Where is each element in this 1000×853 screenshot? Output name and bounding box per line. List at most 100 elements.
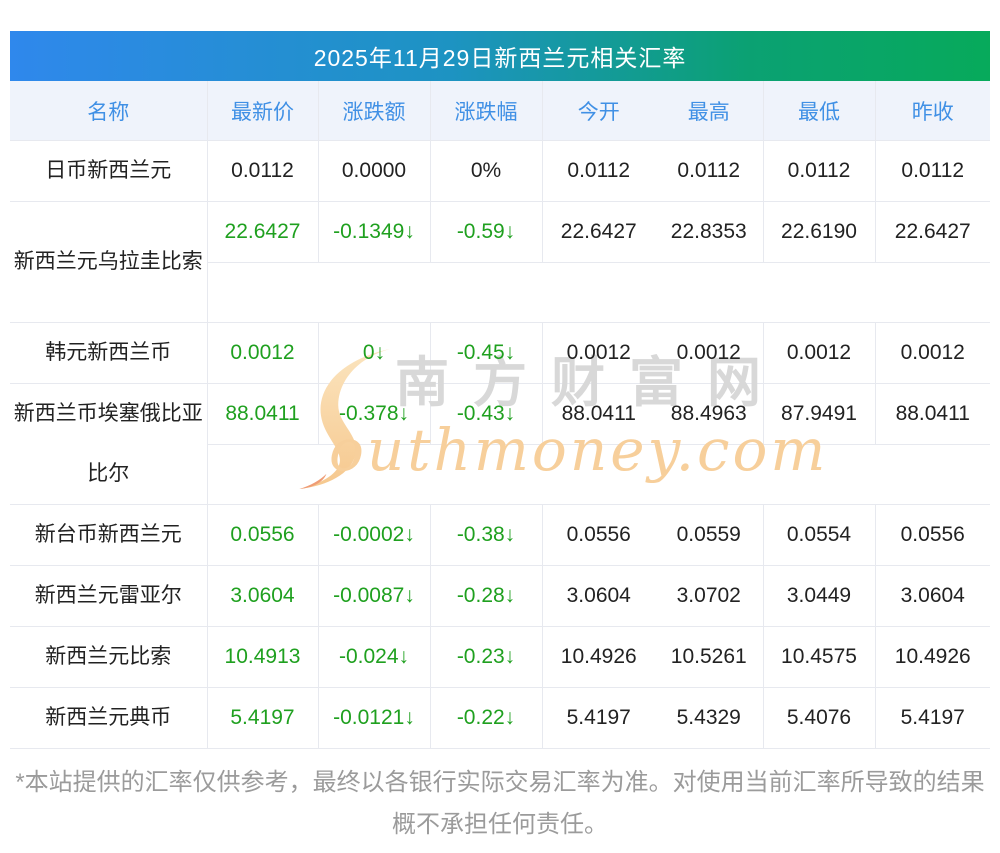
open-value: 5.4197 (566, 706, 631, 729)
low-cell: 3.0449 (763, 565, 876, 627)
high-value: 88.4963 (670, 402, 747, 425)
low-cell: 5.4076 (763, 687, 876, 749)
low-cell: 10.4575 (763, 626, 876, 688)
change-amount-cell: 0.0000 (318, 140, 431, 202)
latest-price-value: 0.0112 (231, 159, 294, 182)
change-amount-cell: -0.024↓ (318, 626, 431, 688)
latest-price-value: 0.0556 (230, 523, 295, 546)
currency-pair-cell: 韩元新西兰币 (10, 322, 208, 384)
high-cell: 0.0559 (655, 504, 764, 566)
currency-pair-name: 新西兰币埃塞俄比亚比尔 (13, 402, 203, 485)
table-row: 新台币新西兰元 0.0556 -0.0002↓ -0.38↓ 0.0556 0.0559 0… (10, 504, 990, 566)
change-percent-value: -0.28↓ (456, 584, 516, 607)
currency-pair-name: 新西兰元典币 (45, 706, 172, 729)
change-percent-value: 0% (470, 159, 502, 182)
latest-price-cell: 0.0112 (207, 140, 319, 202)
prev-close-value: 22.6427 (894, 220, 971, 243)
latest-price-cell: 88.0411 (207, 383, 319, 445)
prev-close-cell: 5.4197 (875, 687, 990, 749)
high-value: 5.4329 (676, 706, 741, 729)
low-value: 10.4575 (781, 645, 857, 668)
latest-price-value: 3.0604 (230, 584, 295, 607)
currency-pair-cell: 日币新西兰元 (10, 140, 208, 202)
change-percent-cell: -0.43↓ (430, 383, 543, 445)
open-value: 88.0411 (561, 402, 636, 425)
change-percent-cell: -0.22↓ (430, 687, 543, 749)
open-value: 0.0012 (566, 341, 631, 364)
column-header-prev-close: 昨收 (875, 81, 990, 141)
prev-close-value: 0.0012 (900, 341, 965, 364)
prev-close-value: 0.0556 (900, 523, 965, 546)
currency-pair-cell: 新西兰元典币 (10, 687, 208, 749)
column-header-open: 今开 (542, 81, 655, 141)
latest-price-cell: 0.0012 (207, 322, 319, 384)
high-value: 0.0012 (676, 341, 741, 364)
low-value: 5.4076 (786, 706, 852, 729)
high-cell: 88.4963 (655, 383, 764, 445)
column-header-label: 最新价 (231, 100, 294, 124)
prev-close-value: 0.0112 (901, 159, 965, 182)
column-header-change-percent: 涨跌幅 (430, 81, 543, 141)
column-header-change-amount: 涨跌额 (318, 81, 431, 141)
latest-price-cell: 10.4913 (207, 626, 319, 688)
high-cell: 3.0702 (655, 565, 764, 627)
currency-pair-cell: 新西兰币埃塞俄比亚比尔 (10, 383, 208, 505)
prev-close-cell: 3.0604 (875, 565, 990, 627)
change-percent-value: -0.45↓ (456, 341, 516, 364)
change-percent-cell: 0% (430, 140, 543, 202)
change-amount-value: -0.1349↓ (333, 220, 415, 243)
table-header-row: 名称 最新价 涨跌额 涨跌幅 今开 最高 最低 昨收 (10, 81, 990, 141)
currency-pair-name: 新台币新西兰元 (34, 523, 182, 546)
low-value: 22.6190 (781, 220, 857, 243)
change-amount-value: -0.0087↓ (333, 584, 415, 607)
currency-pair-name: 韩元新西兰币 (45, 341, 172, 364)
high-value: 0.0112 (677, 159, 741, 182)
change-percent-cell: -0.38↓ (430, 504, 543, 566)
prev-close-value: 88.0411 (895, 402, 970, 425)
change-amount-value: 0↓ (362, 341, 386, 364)
low-cell: 0.0112 (763, 140, 876, 202)
change-amount-cell: 0↓ (318, 322, 431, 384)
column-header-label: 最低 (798, 100, 840, 124)
change-percent-cell: -0.28↓ (430, 565, 543, 627)
low-cell: 0.0554 (763, 504, 876, 566)
open-value: 0.0556 (566, 523, 631, 546)
name-overflow-row (10, 262, 990, 323)
latest-price-value: 22.6427 (224, 220, 301, 243)
table-row: 新西兰元比索 10.4913 -0.024↓ -0.23↓ 10.4926 10.5261… (10, 626, 990, 688)
open-cell: 0.0112 (542, 140, 655, 202)
prev-close-cell: 88.0411 (875, 383, 990, 445)
high-cell: 22.8353 (655, 201, 764, 263)
latest-price-cell: 5.4197 (207, 687, 319, 749)
low-value: 87.9491 (781, 402, 857, 425)
rates-table: 名称 最新价 涨跌额 涨跌幅 今开 最高 最低 昨收 日币新西兰元 0.0112 0.0000 0%… (10, 81, 990, 749)
table-title-bar: 2025年11月29日新西兰元相关汇率 (10, 31, 990, 81)
open-cell: 0.0012 (542, 322, 655, 384)
table-row: 新西兰元雷亚尔 3.0604 -0.0087↓ -0.28↓ 3.0604 3.0702 3… (10, 565, 990, 627)
column-header-label: 昨收 (911, 100, 954, 124)
change-percent-cell: -0.59↓ (430, 201, 543, 263)
column-header-label: 涨跌额 (342, 100, 406, 124)
open-cell: 5.4197 (542, 687, 655, 749)
change-amount-value: 0.0000 (341, 159, 407, 182)
change-percent-value: -0.38↓ (456, 523, 516, 546)
low-value: 0.0554 (786, 523, 852, 546)
high-cell: 5.4329 (655, 687, 764, 749)
table-row: 新西兰元乌拉圭比索 22.6427 -0.1349↓ -0.59↓ 22.6427 22.… (10, 201, 990, 323)
low-cell: 87.9491 (763, 383, 876, 445)
high-cell: 10.5261 (655, 626, 764, 688)
prev-close-value: 10.4926 (894, 645, 971, 668)
currency-pair-cell: 新西兰元乌拉圭比索 (10, 201, 208, 323)
latest-price-value: 88.0411 (225, 402, 300, 425)
change-amount-value: -0.0121↓ (333, 706, 415, 729)
prev-close-cell: 0.0012 (875, 322, 990, 384)
column-header-high: 最高 (655, 81, 764, 141)
currency-pair-cell: 新台币新西兰元 (10, 504, 208, 566)
prev-close-cell: 0.0112 (875, 140, 990, 202)
open-value: 10.4926 (560, 645, 637, 668)
change-amount-cell: -0.0002↓ (318, 504, 431, 566)
rates-table-wrap: 南方财富网 outhmoney.com 名称 最新价 涨跌额 涨跌幅 今开 最高 最低 昨收 … (10, 81, 990, 749)
latest-price-cell: 3.0604 (207, 565, 319, 627)
high-cell: 0.0112 (655, 140, 764, 202)
